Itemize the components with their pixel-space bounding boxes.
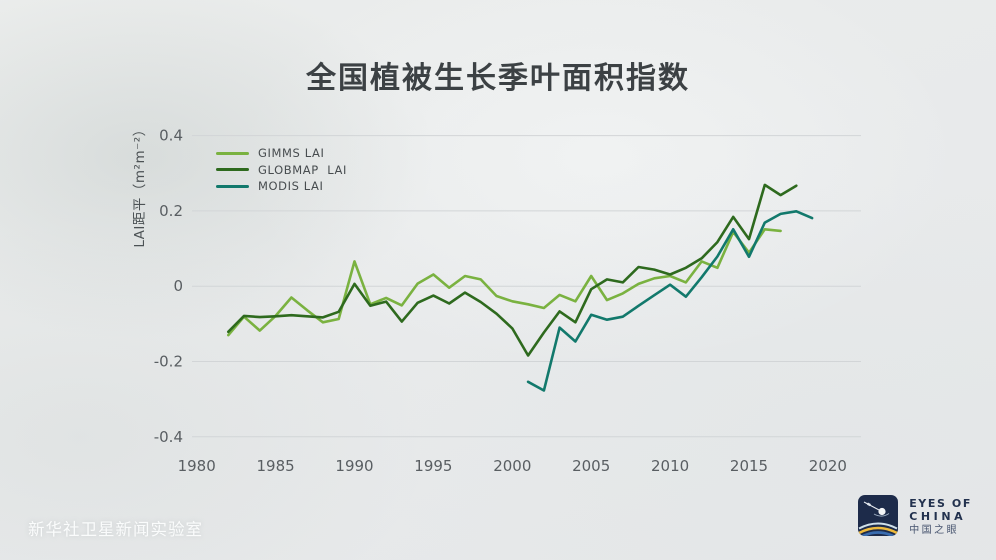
legend: GIMMS LAI GLOBMAP LAI MODIS LAI — [216, 145, 347, 195]
series-line-modis — [526, 210, 814, 392]
logo-line-chinese: 中国之眼 — [909, 525, 960, 536]
x-tick-label-2015: 2015 — [730, 457, 768, 475]
series-line-globmap — [227, 183, 798, 357]
x-tick-label-1990: 1990 — [335, 457, 373, 475]
logo-line-china: CHINA — [909, 510, 967, 523]
y-tick-label--0.4: -0.4 — [154, 428, 183, 446]
legend-swatch-globmap — [216, 168, 249, 172]
x-tick-label-1980: 1980 — [178, 457, 216, 475]
legend-item-globmap: GLOBMAP LAI — [216, 162, 347, 179]
x-tick-label-2005: 2005 — [572, 457, 610, 475]
legend-item-modis: MODIS LAI — [216, 178, 347, 195]
logo-line-eyes-of: EYES OF — [909, 497, 972, 510]
satellite-logo-icon — [858, 495, 899, 536]
legend-label-modis: MODIS LAI — [258, 179, 324, 194]
x-tick-label-1985: 1985 — [257, 457, 295, 475]
legend-swatch-gimms — [216, 151, 249, 155]
watermark: 新华社卫星新闻实验室 — [28, 520, 203, 539]
y-tick-label--0.2: -0.2 — [154, 353, 183, 371]
x-tick-label-2010: 2010 — [651, 457, 689, 475]
page-title: 全国植被生长季叶面积指数 — [306, 61, 690, 96]
series-line-gimms — [227, 228, 782, 337]
legend-label-globmap: GLOBMAP LAI — [258, 162, 348, 177]
y-tick-label-0.2: 0.2 — [159, 202, 183, 220]
y-tick-label-0.4: 0.4 — [159, 127, 183, 145]
legend-label-gimms: GIMMS LAI — [258, 146, 325, 161]
x-tick-label-2000: 2000 — [493, 457, 531, 475]
legend-swatch-modis — [216, 184, 249, 188]
legend-item-gimms: GIMMS LAI — [216, 145, 347, 162]
logo-text: EYES OF CHINA 中国之眼 — [909, 495, 972, 537]
y-tick-label-0: 0 — [173, 277, 183, 295]
eyes-of-china-logo: EYES OF CHINA 中国之眼 — [858, 495, 972, 537]
x-tick-label-1995: 1995 — [414, 457, 452, 475]
x-tick-label-2020: 2020 — [809, 457, 847, 475]
